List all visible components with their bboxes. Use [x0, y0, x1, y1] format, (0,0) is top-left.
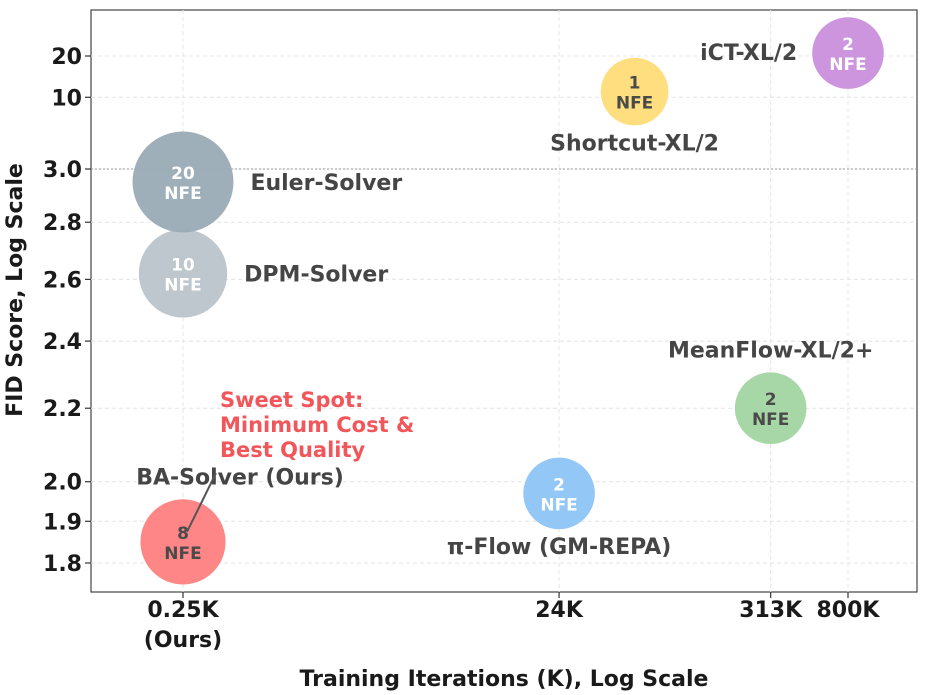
- label-shortcut-xl-2: Shortcut-XL/2: [550, 131, 719, 156]
- annotation-line-2: Minimum Cost &: [220, 413, 414, 437]
- label-ict-xl-2: iCT-XL/2: [700, 41, 797, 66]
- nfe-count-meanflow-xl-2: 2: [765, 390, 777, 410]
- y-tick-label: 1.8: [43, 552, 82, 577]
- nfe-count-ict-xl-2: 2: [842, 35, 854, 55]
- nfe-unit-euler-solver: NFE: [164, 184, 201, 204]
- x-tick-label: 800K: [817, 598, 881, 623]
- point-euler-solver: [132, 131, 234, 233]
- y-tick-label: 2.8: [43, 211, 82, 236]
- point-shortcut-xl-2: [600, 57, 669, 126]
- y-tick-label: 2.0: [43, 471, 82, 496]
- point-ba-solver-ours: [140, 499, 226, 585]
- nfe-unit-dpm-solver: NFE: [164, 275, 201, 295]
- annotation-arrow: [186, 472, 217, 533]
- point-labels: BA-Solver (Ours) DPM-Solver Euler-Solver π-…: [136, 41, 873, 560]
- nfe-unit-ba-solver-ours: NFE: [164, 544, 201, 564]
- y-tick-label: 2.4: [43, 330, 82, 355]
- point-ict-xl-2: [812, 17, 884, 89]
- label-ba-solver-ours: BA-Solver (Ours): [136, 465, 344, 490]
- plot-area: [90, 9, 918, 593]
- nfe-count-shortcut-xl-2: 1: [629, 74, 641, 94]
- x-tick-label: 313K: [739, 598, 803, 623]
- label-dpm-solver: DPM-Solver: [244, 262, 388, 287]
- nfe-unit-shortcut-xl-2: NFE: [616, 94, 653, 114]
- nfe-unit-meanflow-xl-2: NFE: [752, 410, 789, 430]
- y-tick-label: 1.9: [43, 510, 82, 535]
- sweet-spot-annotation: Sweet Spot: Minimum Cost & Best Quality: [220, 388, 422, 462]
- nfe-count-ba-solver-ours: 8: [177, 524, 189, 544]
- y-axis-title: FID Score, Log Scale: [3, 163, 28, 417]
- x-tick-label: 0.25K: [147, 598, 219, 623]
- nfe-unit-ict-xl-2: NFE: [829, 55, 866, 75]
- y-tick-label: 10: [51, 86, 82, 111]
- y-axis-ticks: 1.8 1.9 2.0 2.2 2.4 2.6 2.8 3.0 10 20: [43, 45, 91, 577]
- nfe-count-dpm-solver: 10: [171, 255, 195, 275]
- y-tick-label: 20: [51, 45, 82, 70]
- x-tick-label: 24K: [535, 598, 584, 623]
- y-tick-label: 3.0: [43, 158, 82, 183]
- y-tick-label: 2.2: [43, 397, 82, 422]
- point-dpm-solver: [138, 229, 228, 318]
- label-flow-gm-repa: π-Flow (GM-REPA): [447, 535, 672, 560]
- label-meanflow-xl-2: MeanFlow-XL/2+: [668, 338, 873, 363]
- x-tick-sublabel: (Ours): [144, 628, 222, 653]
- label-euler-solver: Euler-Solver: [250, 171, 402, 196]
- annotation-line-1: Sweet Spot:: [220, 388, 363, 412]
- y-tick-label: 2.6: [43, 268, 82, 293]
- nfe-count-euler-solver: 20: [171, 164, 195, 184]
- nfe-count-flow-gm-repa: 2: [553, 475, 565, 495]
- point-flow-gm-repa: [523, 457, 595, 530]
- annotation-layer: Sweet Spot: Minimum Cost & Best Quality: [186, 388, 422, 533]
- nfe-unit-flow-gm-repa: NFE: [540, 495, 577, 515]
- point-meanflow-xl-2: [734, 372, 807, 445]
- annotation-line-3: Best Quality: [220, 438, 366, 462]
- x-axis-ticks: 0.25K (Ours) 24K 313K 800K: [144, 592, 881, 653]
- x-axis-title: Training Iterations (K), Log Scale: [300, 667, 709, 692]
